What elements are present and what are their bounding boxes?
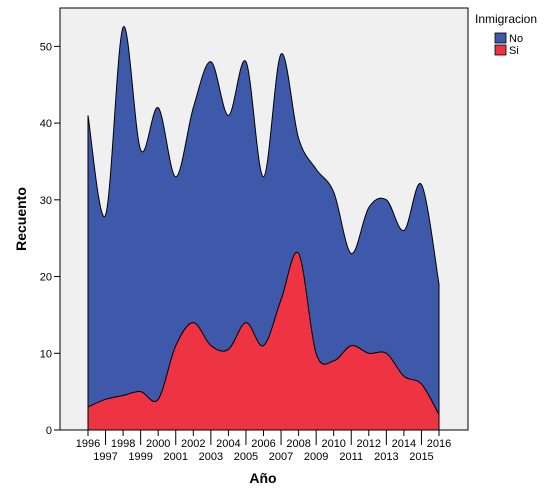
x-tick-label: 1996 bbox=[76, 438, 100, 450]
x-tick-label: 2006 bbox=[251, 438, 275, 450]
legend-swatch-no bbox=[494, 32, 507, 44]
y-tick-label: 10 bbox=[40, 348, 52, 360]
x-tick-label: 2005 bbox=[234, 451, 258, 463]
series-areas bbox=[87, 26, 440, 431]
y-axis: 0 10 20 30 40 50 bbox=[40, 41, 60, 437]
x-tick-label: 2007 bbox=[269, 451, 293, 463]
x-tick-label: 2002 bbox=[181, 438, 205, 450]
x-tick-label: 1998 bbox=[111, 438, 135, 450]
x-tick-label: 2016 bbox=[427, 438, 451, 450]
series-area-si bbox=[87, 251, 440, 431]
x-tick-label: 2008 bbox=[286, 438, 310, 450]
y-tick-label: 0 bbox=[46, 425, 52, 437]
y-tick-label: 40 bbox=[40, 118, 52, 130]
series-area-no bbox=[87, 26, 440, 431]
x-tick-label: 2014 bbox=[392, 438, 416, 450]
x-tick-label: 2015 bbox=[409, 451, 433, 463]
x-tick-label: 1999 bbox=[128, 451, 152, 463]
x-axis: 1996199719981999200020012002200320042005… bbox=[76, 430, 451, 463]
x-tick-label: 2000 bbox=[146, 438, 170, 450]
y-tick-label: 20 bbox=[40, 272, 52, 284]
legend-label-si: Si bbox=[509, 45, 519, 57]
legend-swatch-si bbox=[494, 44, 507, 56]
legend-title: Inmigracion bbox=[475, 12, 537, 26]
x-tick-label: 2003 bbox=[199, 451, 223, 463]
x-tick-label: 2004 bbox=[216, 438, 240, 450]
legend-label-no: No bbox=[509, 33, 523, 45]
x-tick-label: 1997 bbox=[93, 451, 117, 463]
x-tick-label: 2013 bbox=[374, 451, 398, 463]
x-tick-label: 2001 bbox=[164, 451, 188, 463]
x-tick-label: 2010 bbox=[321, 438, 345, 450]
y-tick-label: 30 bbox=[40, 195, 52, 207]
x-tick-label: 2012 bbox=[357, 438, 381, 450]
x-tick-label: 2009 bbox=[304, 451, 328, 463]
y-tick-label: 50 bbox=[40, 41, 52, 53]
x-tick-label: 2011 bbox=[339, 451, 363, 463]
x-axis-title: Año bbox=[249, 470, 276, 486]
y-axis-title: Recuento bbox=[13, 187, 29, 251]
